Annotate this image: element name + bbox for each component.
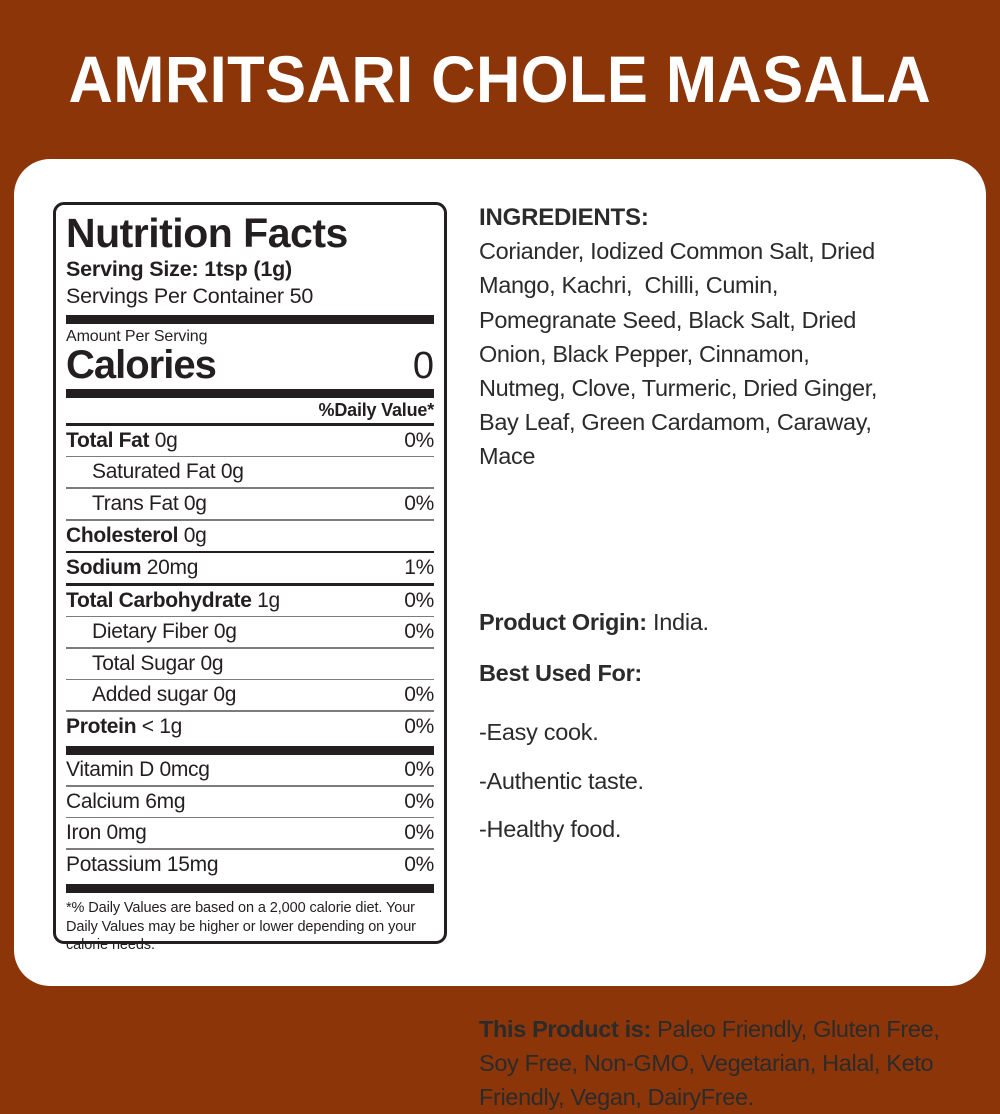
best-used-for-item: -Easy cook.	[479, 719, 599, 745]
best-used-for-item: -Healthy food.	[479, 816, 622, 843]
nutrient-row: Dietary Fiber 0g 0%	[66, 617, 434, 647]
nutrient-daily-value: 0%	[404, 683, 434, 707]
nutrient-row: Trans Fat 0g 0%	[66, 489, 434, 519]
vitamin-label: Iron 0mg	[66, 821, 147, 845]
nutrient-label: Total Carbohydrate 1g	[66, 588, 280, 612]
nutrition-facts-heading: Nutrition Facts	[66, 210, 348, 256]
nutrient-row: Total Carbohydrate 1g 0%	[66, 586, 434, 616]
calories-label: Calories	[66, 342, 217, 387]
nutrient-daily-value: 0%	[404, 491, 434, 515]
divider-thick-protein	[66, 745, 434, 755]
calories-value: 0	[412, 344, 434, 387]
nutrient-label: Total Fat 0g	[66, 428, 178, 452]
nutrient-row: Cholesterol 0g	[66, 521, 434, 551]
page-title: AMRITSARI CHOLE MASALA	[68, 42, 932, 116]
nutrient-row: Sodium 20mg 1%	[66, 553, 434, 583]
nutrient-divider	[66, 455, 434, 458]
calories-row: Calories 0	[66, 342, 434, 387]
best-used-for-heading: Best Used For:	[479, 660, 642, 686]
vitamin-row-list: Vitamin D 0mcg 0% Calcium 6mg 0% Iron 0mg 0% P…	[66, 755, 434, 880]
nutrient-label: Dietary Fiber 0g	[92, 620, 237, 644]
nutrient-row: Added sugar 0g 0%	[66, 680, 434, 710]
nutrient-label: Sodium 20mg	[66, 556, 199, 580]
product-title-bar: AMRITSARI CHOLE MASALA	[0, 0, 1000, 158]
nutrient-label: Total Sugar 0g	[92, 651, 224, 675]
product-origin-value: India.	[646, 609, 709, 635]
nutrient-label: Protein < 1g	[66, 714, 183, 738]
vitamin-divider	[66, 816, 434, 819]
vitamin-daily-value: 0%	[404, 852, 434, 876]
vitamin-divider	[66, 784, 434, 787]
nutrient-divider	[66, 615, 434, 618]
vitamin-label: Vitamin D 0mcg	[66, 757, 210, 781]
divider-thick-bottom	[66, 883, 434, 893]
amount-per-serving-label: Amount Per Serving	[66, 327, 208, 345]
vitamin-daily-value: 0%	[404, 757, 434, 781]
product-origin: Product Origin: India.	[479, 609, 709, 636]
vitamin-daily-value: 0%	[404, 821, 434, 845]
nutrient-divider	[66, 518, 434, 521]
nutrient-row: Total Fat 0g 0%	[66, 426, 434, 456]
nutrient-divider	[66, 678, 434, 681]
nutrient-row: Protein < 1g 0%	[66, 712, 434, 742]
nutrient-label: Cholesterol 0g	[66, 523, 207, 547]
divider-thick-top	[66, 314, 434, 324]
nutrition-facts-panel: Nutrition Facts Serving Size: 1tsp (1g) …	[53, 202, 447, 953]
nutrient-label: Added sugar 0g	[92, 683, 237, 707]
product-info-column: INGREDIENTS: Coriander, Iodized Common S…	[479, 202, 976, 1110]
product-attributes-label: This Product is:	[479, 1016, 651, 1042]
daily-value-header: %Daily Value*	[318, 400, 435, 421]
nutrient-label: Saturated Fat 0g	[92, 460, 244, 484]
nutrient-daily-value: 1%	[404, 556, 434, 580]
nutrient-daily-value: 0%	[404, 620, 434, 644]
vitamin-label: Potassium 15mg	[66, 852, 219, 876]
vitamin-row: Iron 0mg 0%	[66, 818, 434, 848]
nutrient-divider	[66, 487, 434, 489]
nutrient-daily-value: 0%	[404, 428, 434, 452]
nutrient-divider	[66, 583, 434, 586]
serving-size: Serving Size: 1tsp (1g)	[66, 257, 292, 282]
vitamin-row: Vitamin D 0mcg 0%	[66, 755, 434, 785]
daily-value-footnote: *% Daily Values are based on a 2,000 cal…	[66, 899, 416, 954]
nutrient-row: Total Sugar 0g	[66, 649, 434, 679]
vitamin-label: Calcium 6mg	[66, 789, 186, 813]
nutrient-row: Saturated Fat 0g	[66, 457, 434, 487]
servings-per-container: Servings Per Container 50	[66, 283, 314, 308]
label-card: Nutrition Facts Serving Size: 1tsp (1g) …	[14, 159, 986, 1110]
nutrient-divider	[66, 647, 434, 649]
best-used-for-item: -Authentic taste.	[479, 767, 644, 794]
best-used-for-list: -Easy cook. -Authentic taste. -Healthy foo…	[479, 708, 644, 854]
nutrient-divider	[66, 710, 434, 712]
vitamin-row: Calcium 6mg 0%	[66, 787, 434, 817]
nutrient-daily-value: 0%	[404, 588, 434, 612]
nutrient-divider	[66, 550, 434, 554]
nutrient-row-list: Total Fat 0g 0% Saturated Fat 0g Trans Fat …	[66, 426, 434, 742]
divider-thick-calories	[66, 389, 434, 399]
product-attributes: This Product is: Paleo Friendly, Gluten …	[479, 1012, 984, 1114]
nutrient-label: Trans Fat 0g	[92, 491, 207, 515]
ingredients-list: Coriander, Iodized Common Salt, Dried Ma…	[479, 238, 884, 469]
nutrient-daily-value: 0%	[404, 714, 434, 738]
vitamin-row: Potassium 15mg 0%	[66, 850, 434, 880]
product-origin-label: Product Origin:	[479, 609, 647, 635]
divider-dv-header	[66, 423, 434, 426]
vitamin-divider	[66, 848, 434, 850]
ingredients-heading: INGREDIENTS:	[479, 204, 649, 231]
vitamin-daily-value: 0%	[404, 789, 434, 813]
